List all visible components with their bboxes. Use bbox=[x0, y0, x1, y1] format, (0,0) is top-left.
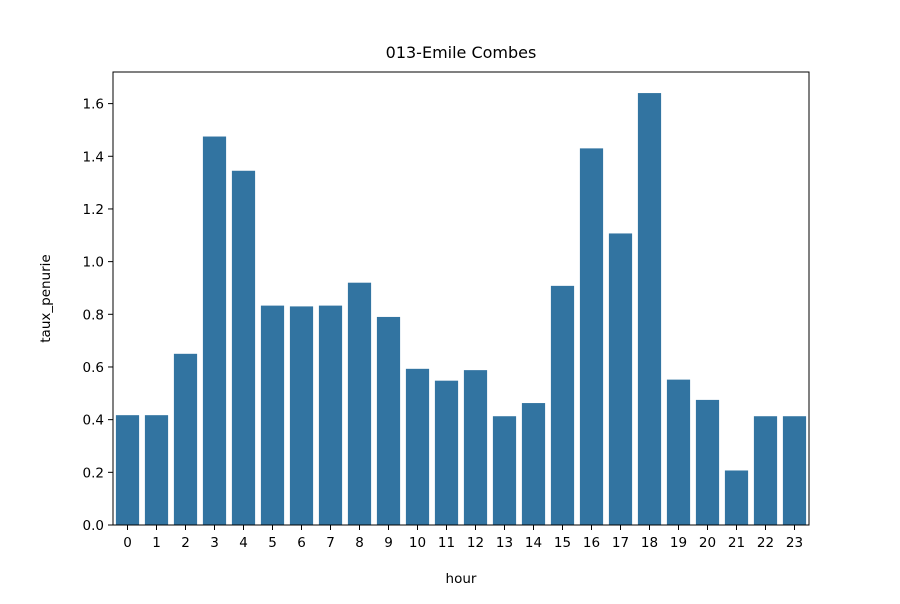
x-tick-label: 12 bbox=[467, 535, 484, 551]
bar-hour-1 bbox=[144, 415, 169, 525]
bar-hour-18 bbox=[637, 93, 662, 526]
x-tick-label: 22 bbox=[757, 535, 774, 551]
bar-hour-20 bbox=[695, 399, 720, 525]
bar-hour-3 bbox=[202, 136, 227, 525]
x-tick-label: 14 bbox=[525, 535, 542, 551]
x-tick-label: 8 bbox=[355, 535, 364, 551]
x-tick-label: 3 bbox=[210, 535, 219, 551]
bar-hour-14 bbox=[521, 403, 546, 525]
x-tick-label: 16 bbox=[583, 535, 600, 551]
y-tick-label: 0.6 bbox=[83, 360, 104, 376]
bar-hour-10 bbox=[405, 368, 430, 525]
bar-hour-16 bbox=[579, 148, 604, 525]
x-tick-label: 5 bbox=[268, 535, 277, 551]
y-tick-label: 1.0 bbox=[83, 255, 104, 271]
y-tick-label: 0.2 bbox=[83, 465, 104, 481]
x-tick-label: 6 bbox=[297, 535, 306, 551]
bar-hour-15 bbox=[550, 285, 575, 525]
bar-hour-23 bbox=[782, 416, 807, 525]
y-tick-label: 0.4 bbox=[83, 413, 104, 429]
y-tick-label: 1.4 bbox=[83, 149, 104, 165]
plot-frame bbox=[112, 71, 810, 526]
x-tick-label: 15 bbox=[554, 535, 571, 551]
x-tick-label: 18 bbox=[641, 535, 658, 551]
y-tick-label: 1.2 bbox=[83, 202, 104, 218]
bar-hour-13 bbox=[492, 416, 517, 525]
x-axis: 0 1 2 3 4 5 6 7 8 9 10 11 12 13 14 15 16 17 18 19 20 21 22 23 bbox=[123, 525, 803, 551]
bar-hour-17 bbox=[608, 233, 633, 526]
y-axis: 0.0 0.2 0.4 0.6 0.8 1.0 1.2 1.4 1.6 bbox=[83, 97, 113, 534]
chart-title: 013-Emile Combes bbox=[386, 43, 537, 62]
bar-hour-21 bbox=[724, 470, 749, 525]
bar-hour-8 bbox=[347, 282, 372, 525]
y-tick-label: 0.0 bbox=[83, 518, 104, 534]
x-tick-label: 2 bbox=[181, 535, 190, 551]
x-tick-label: 4 bbox=[239, 535, 248, 551]
bar-hour-7 bbox=[318, 305, 343, 525]
x-tick-label: 13 bbox=[496, 535, 513, 551]
x-axis-title: hour bbox=[446, 571, 477, 587]
bar-hour-2 bbox=[173, 353, 198, 525]
x-tick-label: 7 bbox=[326, 535, 335, 551]
x-tick-label: 23 bbox=[786, 535, 803, 551]
bar-hour-22 bbox=[753, 416, 778, 525]
bars-group bbox=[115, 93, 807, 526]
x-tick-label: 1 bbox=[152, 535, 161, 551]
bar-hour-6 bbox=[289, 306, 314, 525]
bar-hour-0 bbox=[115, 415, 140, 525]
bar-hour-19 bbox=[666, 379, 691, 525]
x-tick-label: 19 bbox=[670, 535, 687, 551]
y-tick-label: 0.8 bbox=[83, 307, 104, 323]
y-tick-label: 1.6 bbox=[83, 97, 104, 113]
y-axis-title: taux_penurie bbox=[38, 254, 54, 342]
bar-hour-4 bbox=[231, 170, 256, 526]
x-tick-label: 9 bbox=[384, 535, 393, 551]
bar-hour-12 bbox=[463, 370, 488, 525]
x-tick-label: 20 bbox=[699, 535, 716, 551]
x-tick-label: 0 bbox=[123, 535, 132, 551]
bar-hour-11 bbox=[434, 380, 459, 525]
x-tick-label: 21 bbox=[728, 535, 745, 551]
bar-hour-5 bbox=[260, 305, 285, 525]
x-tick-label: 17 bbox=[612, 535, 629, 551]
x-tick-label: 11 bbox=[438, 535, 455, 551]
bar-hour-9 bbox=[376, 316, 401, 525]
x-tick-label: 10 bbox=[409, 535, 426, 551]
